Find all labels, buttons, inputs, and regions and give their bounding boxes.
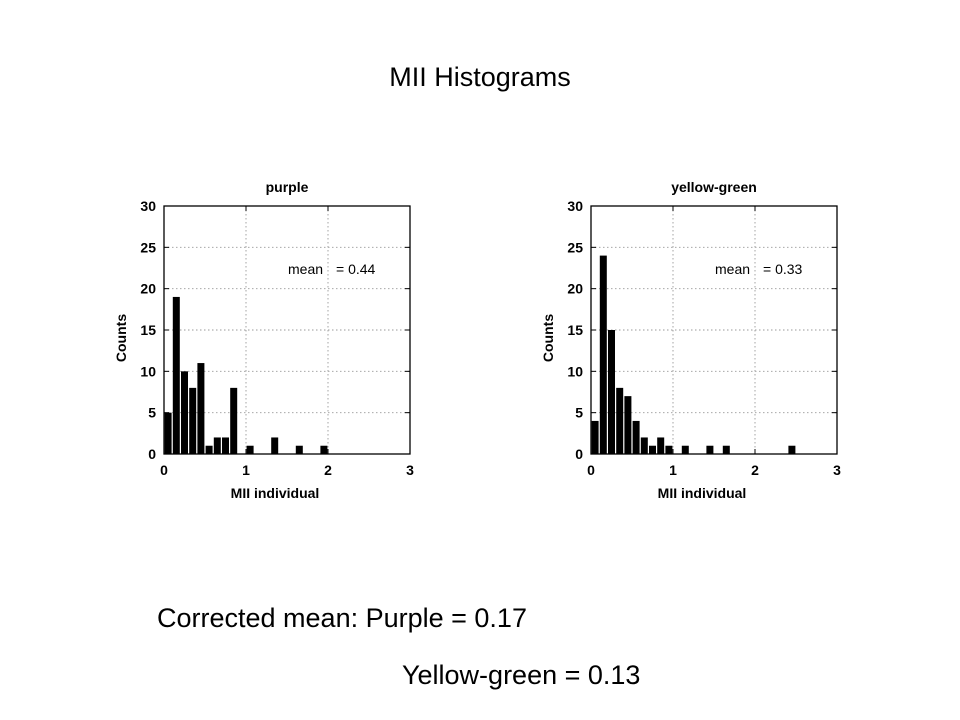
purple-bar: [295, 445, 303, 454]
purple-mean-value: = 0.44: [336, 261, 376, 277]
purple-y-tick-label: 30: [140, 198, 156, 214]
yellow-green-y-tick-label: 30: [567, 198, 583, 214]
purple-y-tick-label: 10: [140, 363, 156, 379]
purple-bar: [172, 296, 180, 454]
purple-bar: [189, 387, 197, 454]
yellow-green-y-tick-label: 5: [575, 405, 583, 421]
purple-bar: [213, 437, 221, 454]
histogram-yellow-green: yellow-green 0 1 2 3 0 5 10 15 20 25 30 MII individu…: [527, 170, 857, 510]
yellow-green-y-tick-label: 20: [567, 281, 583, 297]
corrected-mean-purple: Corrected mean: Purple = 0.17: [157, 603, 527, 633]
yellow-green-y-tick-label: 10: [567, 363, 583, 379]
yellow-green-y-tick-label: 15: [567, 322, 583, 338]
purple-x-tick-label: 3: [406, 462, 414, 478]
purple-bar: [197, 363, 205, 454]
yellow-green-bar: [681, 445, 689, 454]
histogram-purple: purple 0 1 2 3 0 5 10 15 20 25 30 MII individual Coun…: [100, 170, 430, 510]
yellow-green-bar: [649, 445, 656, 454]
purple-bar: [181, 371, 188, 454]
purple-y-tick-label: 5: [148, 405, 156, 421]
purple-bar: [320, 445, 328, 454]
yellow-green-mean-value: = 0.33: [763, 261, 803, 277]
yellow-green-y-axis-label: Counts: [540, 314, 556, 362]
yellow-green-bar: [706, 445, 714, 454]
purple-bar: [164, 412, 172, 454]
yellow-green-bar: [599, 255, 607, 454]
yellow-green-y-tick-label: 25: [567, 239, 583, 255]
yellow-green-bar: [624, 396, 632, 454]
yellow-green-bar: [616, 387, 624, 454]
purple-bar: [230, 387, 238, 454]
yellow-green-bar: [632, 420, 640, 454]
yellow-green-chart-title: yellow-green: [671, 179, 757, 195]
yellow-green-y-tick-label: 0: [575, 446, 583, 462]
yellow-green-x-tick-label: 3: [833, 462, 841, 478]
yellow-green-x-tick-label: 1: [669, 462, 677, 478]
purple-x-tick-label: 2: [324, 462, 332, 478]
yellow-green-bar: [665, 445, 673, 454]
yellow-green-bar: [608, 330, 615, 454]
purple-x-axis-label: MII individual: [231, 485, 320, 501]
yellow-green-bar: [591, 420, 599, 454]
yellow-green-x-tick-label: 0: [587, 462, 595, 478]
corrected-mean-yellow-green: Yellow-green = 0.13: [402, 660, 641, 690]
purple-bar: [246, 445, 254, 454]
purple-y-tick-label: 0: [148, 446, 156, 462]
yellow-green-bar: [788, 445, 796, 454]
yellow-green-bar: [722, 445, 730, 454]
purple-y-axis-label: Counts: [113, 314, 129, 362]
yellow-green-mean-label: mean: [715, 261, 750, 277]
purple-mean-label: mean: [288, 261, 323, 277]
purple-chart-title: purple: [266, 179, 309, 195]
purple-bar: [205, 445, 213, 454]
purple-y-tick-label: 20: [140, 281, 156, 297]
yellow-green-bar: [640, 437, 648, 454]
purple-bar: [271, 437, 279, 454]
purple-y-tick-label: 25: [140, 239, 156, 255]
slide-title: MII Histograms: [389, 62, 571, 92]
purple-y-tick-label: 15: [140, 322, 156, 338]
yellow-green-x-axis-label: MII individual: [658, 485, 747, 501]
purple-x-tick-label: 0: [160, 462, 168, 478]
yellow-green-x-tick-label: 2: [751, 462, 759, 478]
purple-x-tick-label: 1: [242, 462, 250, 478]
yellow-green-bar: [657, 437, 665, 454]
purple-bar: [222, 437, 229, 454]
